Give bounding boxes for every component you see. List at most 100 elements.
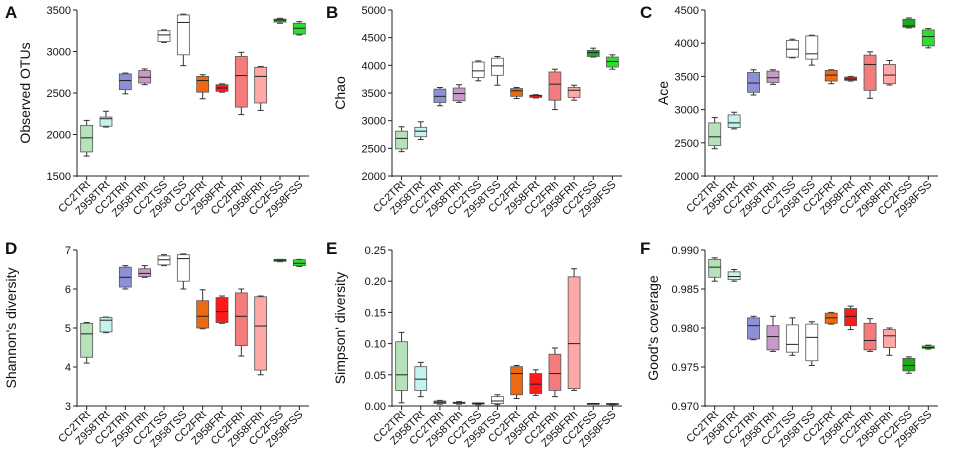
box-iqr <box>157 30 171 42</box>
panel-letter: D <box>5 239 17 258</box>
box-z958trt <box>99 110 113 128</box>
box-cc2tss <box>785 38 799 59</box>
box-cc2trh <box>433 399 447 405</box>
box-cc2trh <box>433 86 447 107</box>
box-iqr <box>883 64 896 85</box>
y-tick-label: 2000 <box>362 171 386 183</box>
box-z958tss <box>805 321 819 366</box>
box-cc2frt <box>824 311 838 325</box>
box-iqr <box>395 130 408 150</box>
box-iqr <box>708 122 722 146</box>
box-z958frh <box>883 327 896 356</box>
box-cc2frh <box>863 318 877 352</box>
box-iqr <box>234 56 248 108</box>
box-cc2trt <box>395 331 408 404</box>
box-z958frh <box>567 268 581 391</box>
box-z958trt <box>727 269 741 282</box>
y-tick-label: 3000 <box>362 116 386 128</box>
box-iqr <box>883 329 896 348</box>
box-cc2fss <box>902 17 916 29</box>
box-iqr <box>80 322 94 358</box>
box-z958trt <box>414 361 428 398</box>
box-z958frh <box>254 65 268 111</box>
box-iqr <box>567 276 581 389</box>
box-cc2frh <box>548 347 562 398</box>
y-tick-label: 0.970 <box>671 401 699 413</box>
box-z958fss <box>292 21 306 36</box>
box-z958tss <box>491 394 504 406</box>
y-tick-label: 0.20 <box>365 276 386 288</box>
box-iqr <box>805 35 819 60</box>
box-iqr <box>606 56 619 68</box>
box-z958trh <box>138 68 152 86</box>
y-tick-label: 0.975 <box>671 362 699 374</box>
box-cc2fss <box>273 258 287 263</box>
box-z958fss <box>921 344 935 350</box>
box-z958tss <box>176 253 190 290</box>
box-z958trt <box>414 121 428 140</box>
y-tick-label: 2500 <box>47 88 71 100</box>
y-axis-label: Chao <box>332 76 348 110</box>
y-tick-label: 4500 <box>362 33 386 45</box>
box-cc2trt <box>80 322 94 364</box>
box-iqr <box>215 297 229 323</box>
box-z958trt <box>727 111 741 130</box>
y-tick-label: 0.980 <box>671 323 699 335</box>
y-tick-label: 2000 <box>675 171 699 183</box>
y-axis-label: Simpson' diversity <box>332 272 348 384</box>
box-iqr <box>586 49 600 57</box>
box-iqr <box>548 353 562 391</box>
box-cc2fss <box>273 17 287 24</box>
box-iqr <box>902 358 916 372</box>
box-iqr <box>548 71 562 101</box>
box-iqr <box>727 271 741 281</box>
box-iqr <box>433 88 447 103</box>
panel-b: BChao2000250030003500400045005000CC2TRtZ… <box>326 3 622 220</box>
panel-letter: E <box>326 239 337 258</box>
box-iqr <box>510 366 523 396</box>
y-tick-label: 7 <box>65 245 71 257</box>
y-tick-label: 4000 <box>675 38 699 50</box>
box-z958frt <box>844 305 858 331</box>
box-cc2frh <box>548 68 562 111</box>
box-iqr <box>747 317 760 340</box>
box-cc2tss <box>157 254 171 267</box>
y-tick-label: 5 <box>65 323 71 335</box>
box-iqr <box>567 87 581 98</box>
box-iqr <box>766 70 780 83</box>
box-cc2frt <box>196 289 210 330</box>
box-iqr <box>863 322 877 351</box>
y-tick-label: 0.10 <box>365 339 386 351</box>
y-tick-label: 3500 <box>362 88 386 100</box>
y-tick-label: 0.15 <box>365 307 386 319</box>
y-tick-label: 3000 <box>47 47 71 59</box>
box-iqr <box>844 308 858 327</box>
panel-letter: F <box>640 239 650 258</box>
y-tick-label: 3500 <box>675 71 699 83</box>
box-iqr <box>491 57 504 76</box>
box-z958trh <box>452 401 466 405</box>
box-cc2trt <box>395 126 408 153</box>
y-axis-label: Ace <box>655 81 671 105</box>
box-iqr <box>863 54 877 91</box>
box-iqr <box>452 87 466 102</box>
box-z958frh <box>567 84 581 101</box>
box-iqr <box>902 18 916 28</box>
panel-letter: A <box>5 3 17 22</box>
box-z958tss <box>491 55 504 86</box>
box-iqr <box>747 72 760 93</box>
box-z958fss <box>606 403 619 406</box>
box-iqr <box>766 325 780 351</box>
box-cc2frt <box>510 86 523 100</box>
box-z958frh <box>254 295 268 376</box>
box-cc2trh <box>118 72 132 95</box>
box-z958frt <box>215 295 229 324</box>
box-cc2trh <box>747 69 760 96</box>
box-iqr <box>395 341 408 391</box>
box-iqr <box>529 373 543 394</box>
y-tick-label: 2500 <box>675 138 699 150</box>
y-tick-label: 3 <box>65 401 71 413</box>
